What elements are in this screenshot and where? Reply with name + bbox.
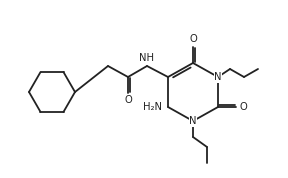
Text: NH: NH bbox=[139, 53, 154, 63]
Text: O: O bbox=[124, 95, 132, 105]
Text: O: O bbox=[189, 34, 197, 44]
Text: N: N bbox=[189, 116, 197, 126]
Text: H₂N: H₂N bbox=[143, 102, 162, 112]
Text: N: N bbox=[214, 72, 222, 82]
Text: O: O bbox=[239, 102, 247, 112]
